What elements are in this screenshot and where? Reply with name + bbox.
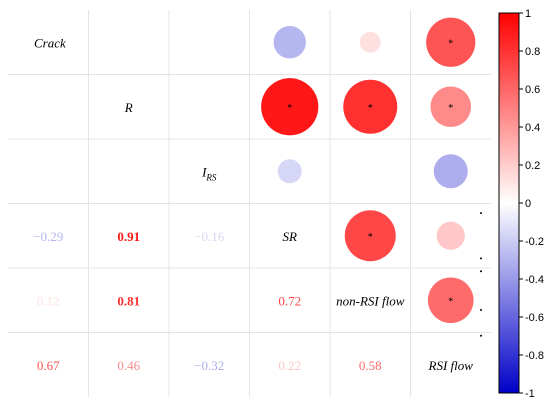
correlation-circle [427,277,474,324]
colorbar-tick-label: 0.8 [525,46,540,58]
correlation-value-label: 0.58 [359,358,382,373]
correlation-value-label: −0.29 [33,229,63,244]
correlation-circle [359,31,381,53]
edge-tick-dot [480,270,482,273]
correlation-marks: −0.29 0.91 −0.16 0.12 0.81 0.72 0.67 0.46 −0.32 0… [33,17,482,373]
correlation-value-label: 0.72 [278,293,301,308]
correlation-circle [261,78,319,136]
significance-marker: * [368,232,373,243]
significance-marker: * [448,38,453,49]
edge-tick-dot [480,308,482,311]
correlation-circle [343,79,398,134]
correlation-value-label: 0.67 [37,358,60,373]
edge-tick-dot [480,257,482,260]
correlation-circle [344,210,396,262]
correlation-circle [430,86,472,128]
correlation-circle [436,221,465,250]
edge-tick-dot [480,334,482,337]
variable-label: non-RSI flow [336,293,405,308]
colorbar-tick-label: 0.4 [525,122,540,134]
correlation-value-label: −0.16 [194,229,225,244]
colorbar-tick-label: -0.4 [525,274,544,286]
variable-label: RSI flow [428,358,474,373]
significance-marker: * [448,103,453,114]
correlation-value-label: 0.81 [117,293,140,308]
colorbar-tick-label: 0 [525,198,531,210]
colorbar-tick-label: -0.6 [525,312,544,324]
grid-lines [8,10,491,397]
correlation-value-label: 0.12 [37,293,60,308]
colorbar-tick-label: -0.2 [525,236,544,248]
colorbar: 1 0.8 0.6 0.4 0.2 0 -0.2 -0.4 -0.6 -0.8 -1 [498,8,544,400]
correlation-value-label: 0.46 [117,358,140,373]
correlation-circle [277,159,302,184]
correlation-circle [426,17,476,67]
colorbar-tick-label: -0.8 [525,350,544,362]
correlation-value-label: 0.91 [117,229,140,244]
significance-marker: * [287,103,292,114]
variable-label: R [124,100,133,115]
correlation-circle [433,154,468,189]
colorbar-gradient [498,12,520,394]
correlation-value-label: −0.32 [194,358,224,373]
variable-label: IRS [201,164,217,182]
colorbar-tick-label: 0.2 [525,160,540,172]
variable-label: SR [283,229,298,244]
edge-tick-dot [480,212,482,215]
colorbar-tick-label: 0.6 [525,84,540,96]
variable-labels: Crack R IRS SR non-RSI flow RSI flow [34,35,473,373]
correlation-value-label: 0.22 [278,358,301,373]
colorbar-tick-label: -1 [525,388,535,400]
variable-label: Crack [34,35,66,50]
significance-marker: * [368,103,373,114]
significance-marker: * [448,296,453,307]
correlation-circle [273,26,306,59]
colorbar-tick-label: 1 [525,8,531,20]
